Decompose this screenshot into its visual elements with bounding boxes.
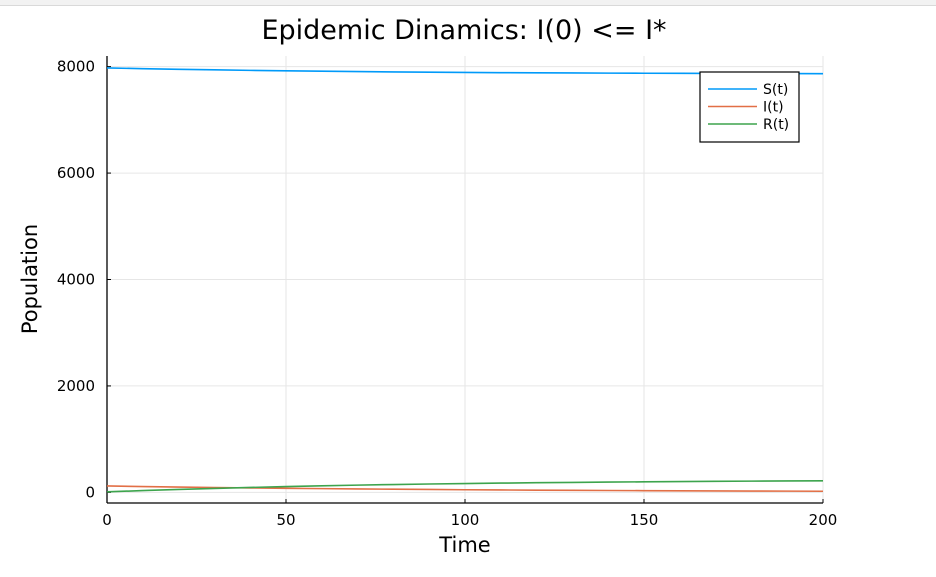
x-tick-label: 0 bbox=[102, 511, 112, 529]
legend: S(t) I(t)R(t) bbox=[699, 71, 800, 143]
chart-title: Epidemic Dinamics: I(0) <= I* bbox=[261, 15, 666, 46]
y-tick-label: 4000 bbox=[57, 271, 95, 289]
legend-label-st: S(t) bbox=[763, 82, 788, 98]
legend-label-rt: R(t) bbox=[763, 117, 789, 133]
series-line-rt bbox=[106, 480, 824, 493]
x-axis-label: Time bbox=[438, 533, 490, 557]
grid bbox=[106, 56, 824, 503]
y-tick-label: 8000 bbox=[57, 58, 95, 76]
x-tick-label: 50 bbox=[276, 511, 295, 529]
legend-label-it: I(t) bbox=[763, 100, 784, 116]
y-tick-label: 0 bbox=[85, 483, 95, 501]
y-tick-label: 6000 bbox=[57, 164, 95, 182]
x-tick-label: 150 bbox=[630, 511, 659, 529]
y-axis-label: Population bbox=[18, 224, 42, 334]
x-tick-label: 200 bbox=[809, 511, 838, 529]
y-tick-label: 2000 bbox=[57, 377, 95, 395]
x-tick-label: 100 bbox=[451, 511, 480, 529]
window-top-strip bbox=[0, 0, 936, 6]
